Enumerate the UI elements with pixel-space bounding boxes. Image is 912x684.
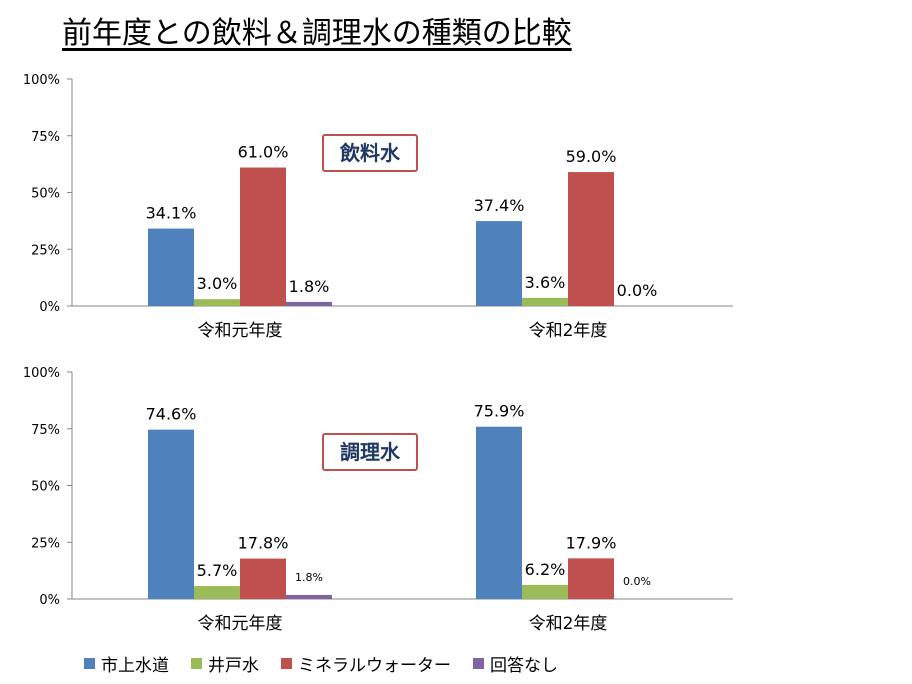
legend-label: ミネラルウォーター (298, 656, 451, 676)
data-label: 5.7% (197, 561, 238, 580)
legend-swatch (84, 658, 95, 669)
data-label: 17.8% (238, 534, 289, 553)
data-label: 61.0% (238, 143, 289, 162)
cooking-water-tag: 調理水 (322, 433, 418, 471)
y-tick-label: 25% (31, 243, 60, 258)
y-tick-label: 50% (31, 187, 60, 202)
data-label: 17.9% (566, 533, 617, 552)
y-tick-label: 100% (23, 73, 60, 88)
legend-label: 市上水道 (101, 656, 169, 676)
y-tick-label: 50% (31, 480, 60, 495)
legend-swatch (281, 658, 292, 669)
x-tick-label: 令和2年度 (529, 321, 608, 341)
legend-label: 回答なし (490, 656, 558, 676)
y-tick-label: 75% (31, 423, 60, 438)
y-tick-label: 75% (31, 130, 60, 145)
y-tick-label: 25% (31, 536, 60, 551)
page-title: 前年度との飲料＆調理水の種類の比較 (62, 16, 572, 51)
data-label: 37.4% (474, 196, 525, 215)
legend-label: 井戸水 (208, 656, 259, 676)
bar (194, 299, 240, 306)
legend-item: 井戸水 (191, 651, 259, 676)
legend-item: 回答なし (473, 651, 558, 676)
legend-swatch (191, 658, 202, 669)
legend-item: 市上水道 (84, 651, 169, 676)
bar (240, 167, 286, 306)
data-label: 0.0% (617, 281, 658, 300)
data-label: 3.0% (197, 274, 238, 293)
data-label: 1.8% (289, 277, 330, 296)
y-tick-label: 0% (39, 300, 60, 315)
x-tick-label: 令和元年度 (198, 321, 283, 341)
bar (286, 301, 332, 306)
bar (522, 297, 568, 306)
bar (476, 426, 522, 599)
y-tick-label: 100% (23, 366, 60, 381)
data-label: 0.0% (623, 575, 651, 588)
bar (148, 228, 194, 306)
data-label: 75.9% (474, 402, 525, 421)
x-tick-label: 令和元年度 (198, 614, 283, 634)
data-label: 34.1% (146, 204, 197, 223)
data-label: 3.6% (525, 273, 566, 292)
bar (286, 594, 332, 599)
bar (568, 558, 614, 599)
legend: 市上水道 井戸水 ミネラルウォーター 回答なし (84, 651, 580, 676)
bar (148, 429, 194, 599)
drinking-water-tag: 飲料水 (322, 134, 418, 172)
bar (476, 221, 522, 306)
y-tick-label: 0% (39, 593, 60, 608)
bar (194, 586, 240, 599)
bar (568, 172, 614, 306)
data-label: 1.8% (295, 571, 323, 584)
bar (240, 558, 286, 599)
data-label: 59.0% (566, 147, 617, 166)
legend-swatch (473, 658, 484, 669)
legend-item: ミネラルウォーター (281, 651, 451, 676)
data-label: 74.6% (146, 405, 197, 424)
bar (522, 584, 568, 599)
x-tick-label: 令和2年度 (529, 614, 608, 634)
data-label: 6.2% (525, 560, 566, 579)
